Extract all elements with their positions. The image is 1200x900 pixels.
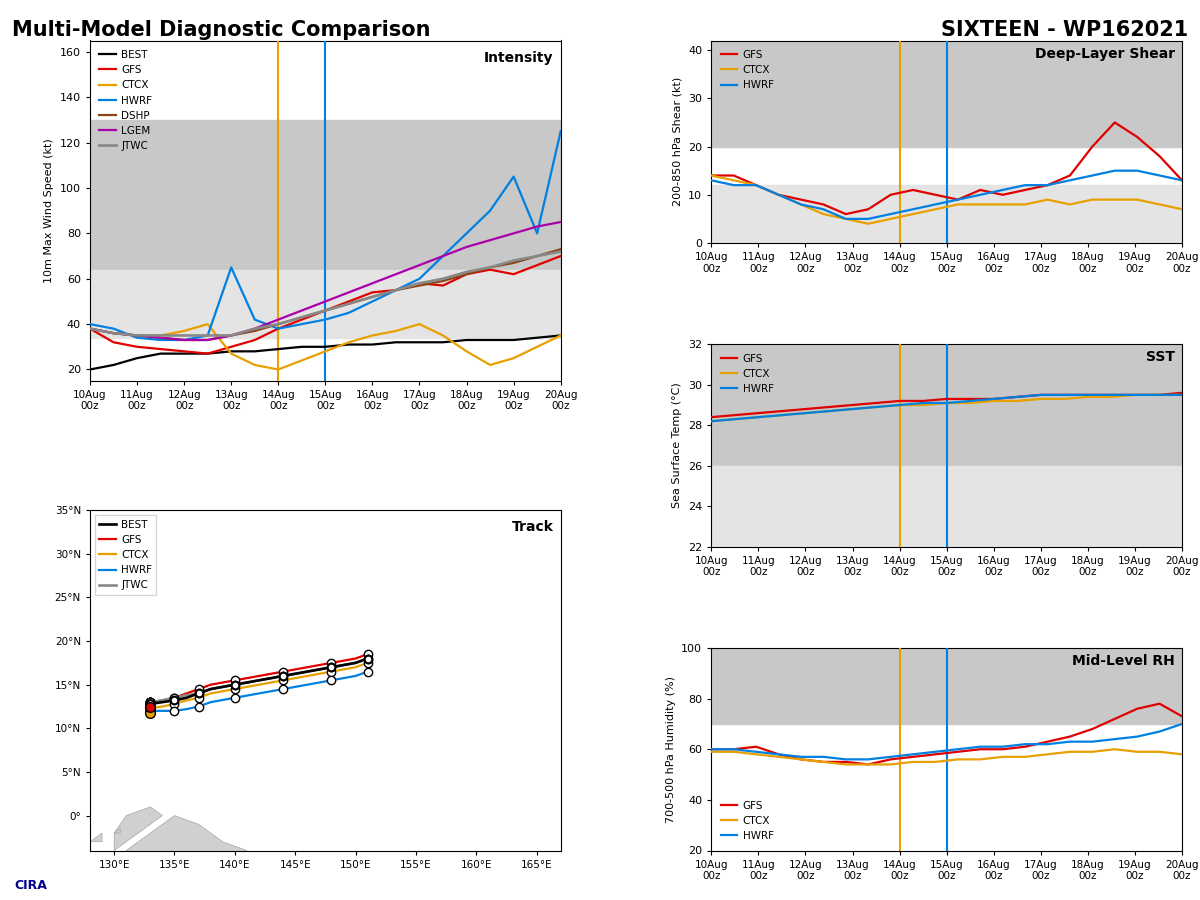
Bar <box>712 40 1182 147</box>
Y-axis label: 700-500 hPa Humidity (%): 700-500 hPa Humidity (%) <box>666 676 676 823</box>
Y-axis label: Sea Surface Temp (°C): Sea Surface Temp (°C) <box>672 382 683 508</box>
Text: SIXTEEN - WP162021: SIXTEEN - WP162021 <box>941 20 1188 40</box>
Polygon shape <box>126 815 247 868</box>
Polygon shape <box>0 798 54 850</box>
Text: Deep-Layer Shear: Deep-Layer Shear <box>1034 47 1175 60</box>
Text: Multi-Model Diagnostic Comparison: Multi-Model Diagnostic Comparison <box>12 20 431 40</box>
Legend: BEST, GFS, CTCX, HWRF, JTWC: BEST, GFS, CTCX, HWRF, JTWC <box>95 516 156 595</box>
Legend: BEST, GFS, CTCX, HWRF, DSHP, LGEM, JTWC: BEST, GFS, CTCX, HWRF, DSHP, LGEM, JTWC <box>95 46 156 156</box>
Text: Track: Track <box>511 520 553 535</box>
Text: SST: SST <box>1146 350 1175 365</box>
Polygon shape <box>114 829 120 833</box>
Legend: GFS, CTCX, HWRF: GFS, CTCX, HWRF <box>716 46 778 94</box>
Polygon shape <box>18 746 66 772</box>
Bar <box>712 466 1182 547</box>
Bar <box>712 344 1182 466</box>
Bar <box>712 648 1182 724</box>
Polygon shape <box>114 807 162 850</box>
Legend: GFS, CTCX, HWRF: GFS, CTCX, HWRF <box>716 349 778 398</box>
Text: Intensity: Intensity <box>484 50 553 65</box>
Polygon shape <box>90 833 102 842</box>
Bar <box>712 185 1182 243</box>
Legend: GFS, CTCX, HWRF: GFS, CTCX, HWRF <box>716 796 778 845</box>
Bar <box>90 270 560 338</box>
Y-axis label: 10m Max Wind Speed (kt): 10m Max Wind Speed (kt) <box>44 139 54 283</box>
Bar <box>90 120 560 270</box>
Polygon shape <box>0 633 42 676</box>
Y-axis label: 200-850 hPa Shear (kt): 200-850 hPa Shear (kt) <box>673 77 683 206</box>
Text: Mid-Level RH: Mid-Level RH <box>1072 654 1175 668</box>
Text: CIRA: CIRA <box>14 879 47 892</box>
